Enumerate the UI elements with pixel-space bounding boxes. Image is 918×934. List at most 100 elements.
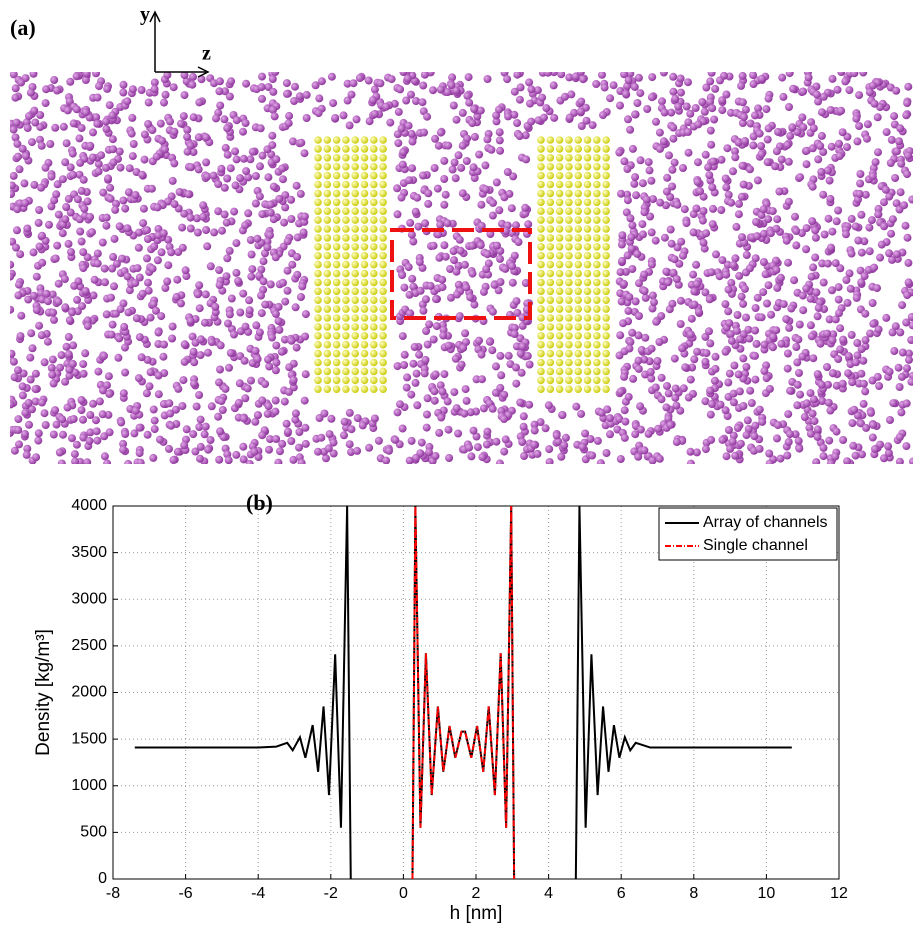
particle	[376, 79, 384, 87]
particle	[648, 228, 656, 236]
particle	[416, 258, 424, 266]
particle	[94, 260, 102, 268]
wall-atom	[602, 234, 610, 242]
wall-atom	[574, 234, 582, 242]
particle	[765, 95, 773, 103]
particle	[76, 159, 84, 167]
particle	[302, 310, 310, 318]
wall-atom	[351, 377, 359, 385]
particle	[32, 370, 40, 378]
wall-atom	[593, 145, 601, 153]
particle	[811, 417, 819, 425]
wall-atom	[379, 190, 387, 198]
wall-atom	[584, 359, 592, 367]
wall-atom	[361, 350, 369, 358]
wall-atom	[537, 199, 545, 207]
particle	[33, 273, 41, 281]
wall-atom	[351, 341, 359, 349]
particle	[648, 93, 656, 101]
particle	[46, 140, 54, 148]
particle	[272, 342, 280, 350]
particle	[544, 69, 552, 77]
particle	[227, 77, 235, 85]
wall-atom	[593, 341, 601, 349]
particle	[445, 454, 453, 462]
particle	[224, 320, 232, 328]
wall-atom	[370, 377, 378, 385]
particle	[848, 215, 856, 223]
wall-atom	[537, 190, 545, 198]
wall-atom	[314, 252, 322, 260]
wall-atom	[361, 341, 369, 349]
particle	[189, 73, 197, 81]
particle	[181, 91, 189, 99]
particle	[92, 69, 100, 77]
particle	[436, 221, 444, 229]
particle	[180, 112, 188, 120]
particle	[712, 365, 720, 373]
particle	[440, 157, 448, 165]
particle	[14, 415, 22, 423]
particle	[212, 114, 220, 122]
particle	[672, 385, 680, 393]
particle	[110, 282, 118, 290]
particle	[692, 261, 700, 269]
particle	[577, 410, 585, 418]
wall-atom	[342, 377, 350, 385]
particle	[244, 384, 252, 392]
particle	[751, 327, 759, 335]
wall-atom	[584, 332, 592, 340]
particle	[242, 167, 250, 175]
particle	[603, 449, 611, 457]
particle	[621, 418, 629, 426]
particle	[869, 299, 877, 307]
particle	[35, 429, 43, 437]
particle	[836, 345, 844, 353]
particle	[30, 292, 38, 300]
wall-atom	[324, 288, 332, 296]
wall-atom	[565, 296, 573, 304]
wall-atom	[379, 288, 387, 296]
particle	[583, 117, 591, 125]
particle	[169, 323, 177, 331]
particle	[823, 330, 831, 338]
wall-atom	[342, 163, 350, 171]
particle	[787, 305, 795, 313]
particle	[70, 415, 78, 423]
particle	[844, 369, 852, 377]
particle	[21, 199, 29, 207]
wall-atom	[351, 243, 359, 251]
particle	[414, 223, 422, 231]
particle	[261, 301, 269, 309]
wall-atom	[565, 314, 573, 322]
particle	[222, 385, 230, 393]
particle	[794, 381, 802, 389]
wall-atom	[314, 190, 322, 198]
wall-atom	[602, 261, 610, 269]
wall-atom	[351, 305, 359, 313]
particle	[69, 360, 77, 368]
particle	[707, 411, 715, 419]
wall-atom	[333, 305, 341, 313]
particle	[699, 217, 707, 225]
particle	[637, 156, 645, 164]
y-tick-label: 0	[98, 870, 107, 887]
particle-image	[6, 68, 917, 468]
particle	[444, 142, 452, 150]
particle	[852, 222, 860, 230]
particle	[767, 311, 775, 319]
particle	[708, 69, 716, 77]
particle	[553, 432, 561, 440]
particle	[207, 436, 215, 444]
particle	[190, 113, 198, 121]
particle	[708, 183, 716, 191]
particle	[503, 75, 511, 83]
particle	[705, 327, 713, 335]
particle	[842, 230, 850, 238]
particle	[829, 75, 837, 83]
wall-atom	[361, 243, 369, 251]
particle	[6, 273, 14, 281]
particle	[8, 182, 16, 190]
particle	[35, 322, 43, 330]
particle	[482, 265, 490, 273]
